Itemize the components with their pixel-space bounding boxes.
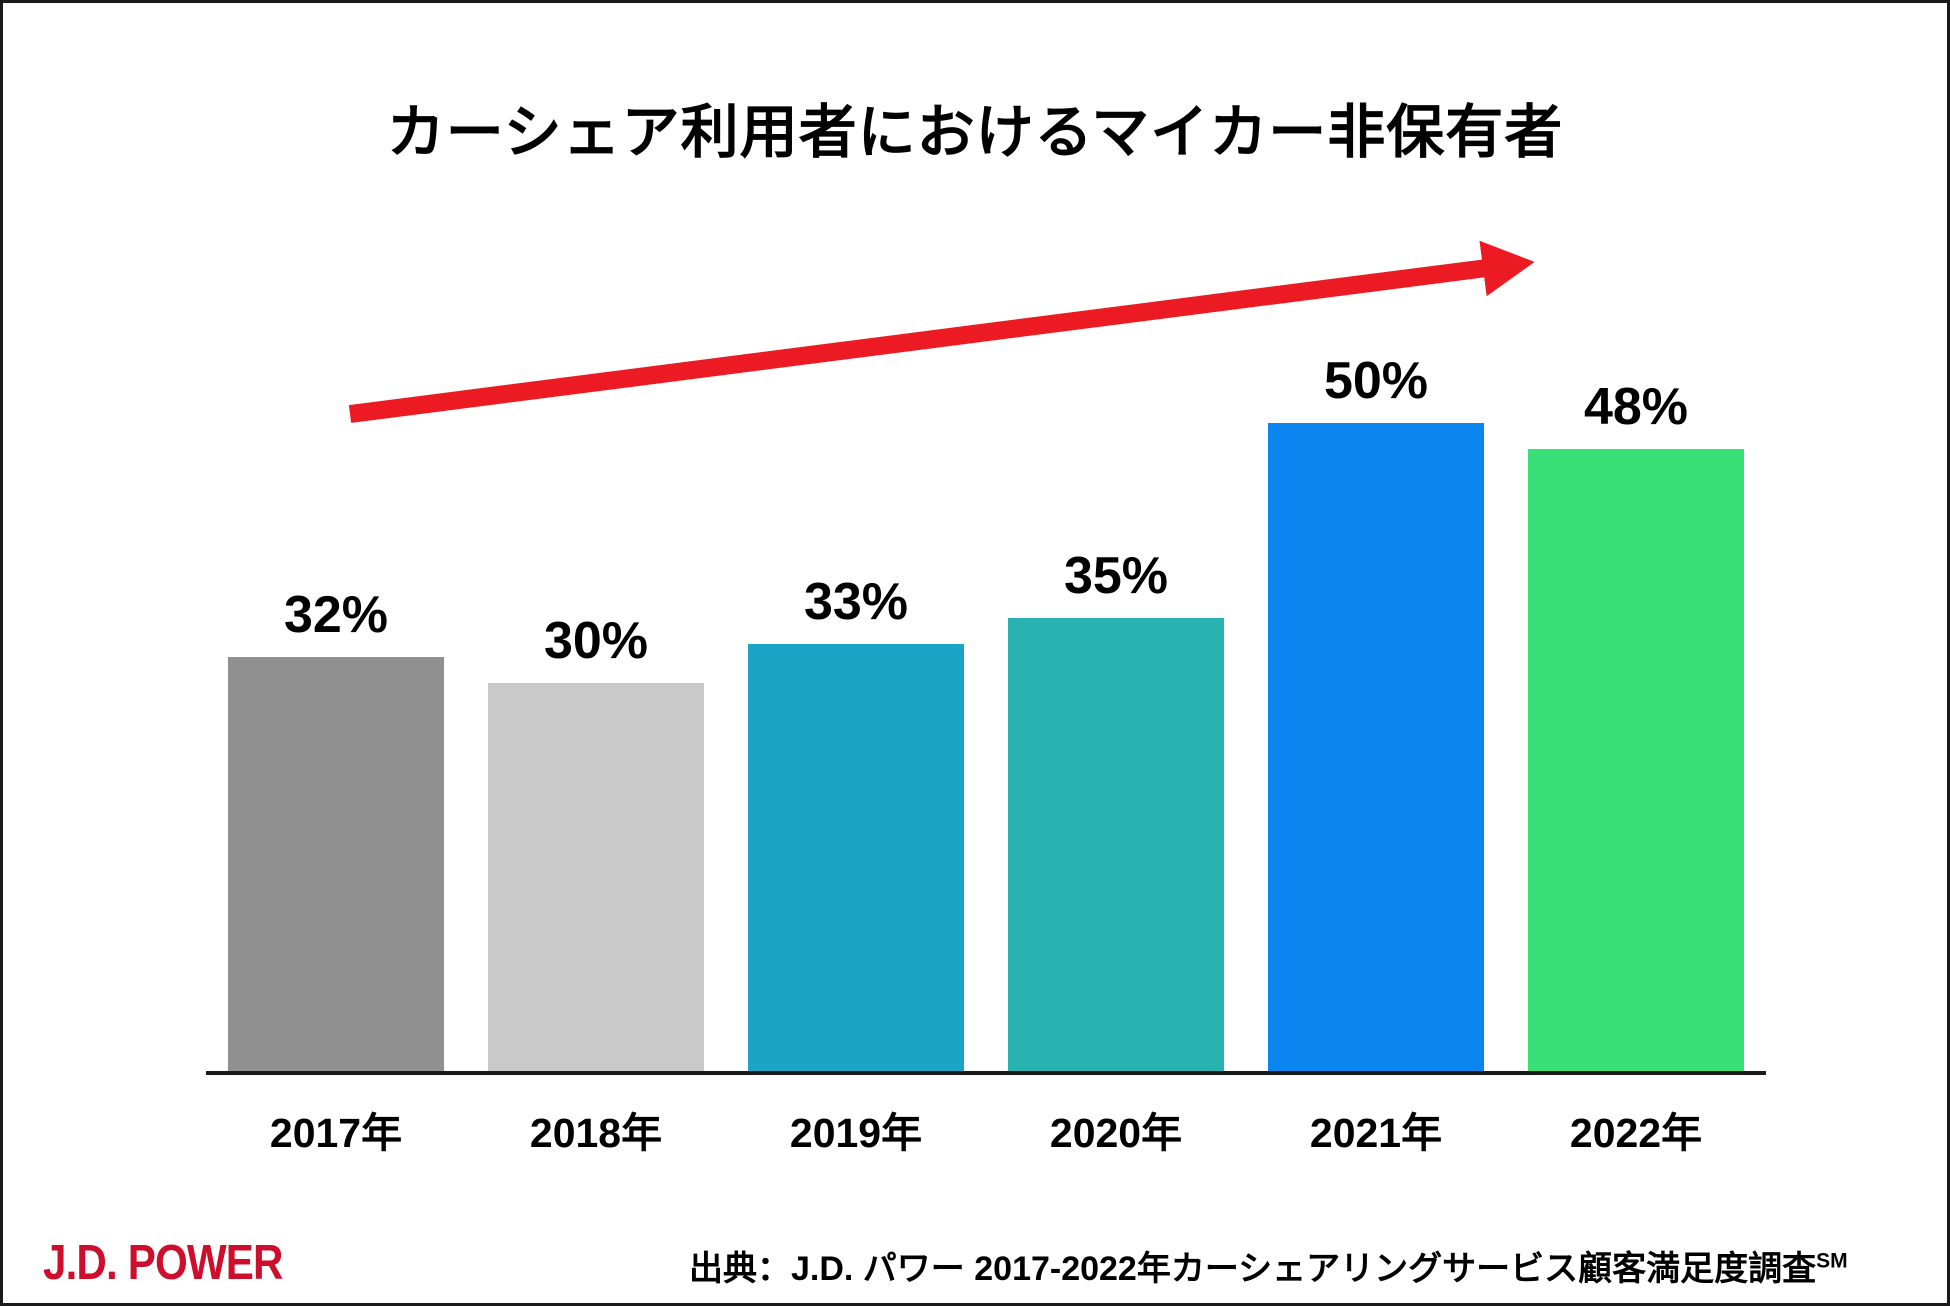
bar — [1268, 423, 1484, 1073]
x-axis-line — [206, 1071, 1766, 1075]
x-axis-label: 2021年 — [1309, 1110, 1443, 1156]
source-superscript: SM — [1816, 1249, 1848, 1273]
bar-group: 50% — [1268, 347, 1484, 1073]
bar — [748, 644, 964, 1073]
jd-power-logo: J.D. POWER — [43, 1236, 283, 1290]
bar-group: 32% — [228, 581, 444, 1073]
bar-value-label: 33% — [803, 573, 909, 631]
bar-group: 33% — [748, 568, 964, 1073]
bar-group: 30% — [488, 607, 704, 1073]
source-note: 出典：J.D. パワー 2017-2022年カーシェアリングサービス顧客満足度調… — [689, 1241, 1848, 1290]
source-text: 出典：J.D. パワー 2017-2022年カーシェアリングサービス顧客満足度調… — [689, 1250, 1817, 1288]
bar-group: 35% — [1008, 542, 1224, 1073]
x-axis-label: 2019年 — [789, 1110, 923, 1156]
bar — [1008, 618, 1224, 1073]
plot-area: 32% 30% 33% 35% 50% 48% — [3, 3, 1947, 1073]
bar-value-label: 50% — [1323, 352, 1429, 410]
x-axis-label: 2020年 — [1049, 1110, 1183, 1156]
bar-group: 48% — [1528, 373, 1744, 1073]
bar — [1528, 449, 1744, 1073]
bar — [488, 683, 704, 1073]
x-axis-labels: 2017年 2018年 2019年 2020年 2021年 2022年 — [3, 1099, 1947, 1159]
x-axis-label: 2022年 — [1569, 1110, 1703, 1156]
bar-value-label: 32% — [283, 586, 389, 644]
x-axis-label: 2017年 — [269, 1110, 403, 1156]
bar-value-label: 35% — [1063, 547, 1169, 605]
chart-title: カーシェア利用者におけるマイカー非保有者 — [386, 100, 1564, 165]
bar-value-label: 48% — [1583, 378, 1689, 436]
bar — [228, 657, 444, 1073]
bar-value-label: 30% — [543, 612, 649, 670]
x-axis-label: 2018年 — [529, 1110, 663, 1156]
